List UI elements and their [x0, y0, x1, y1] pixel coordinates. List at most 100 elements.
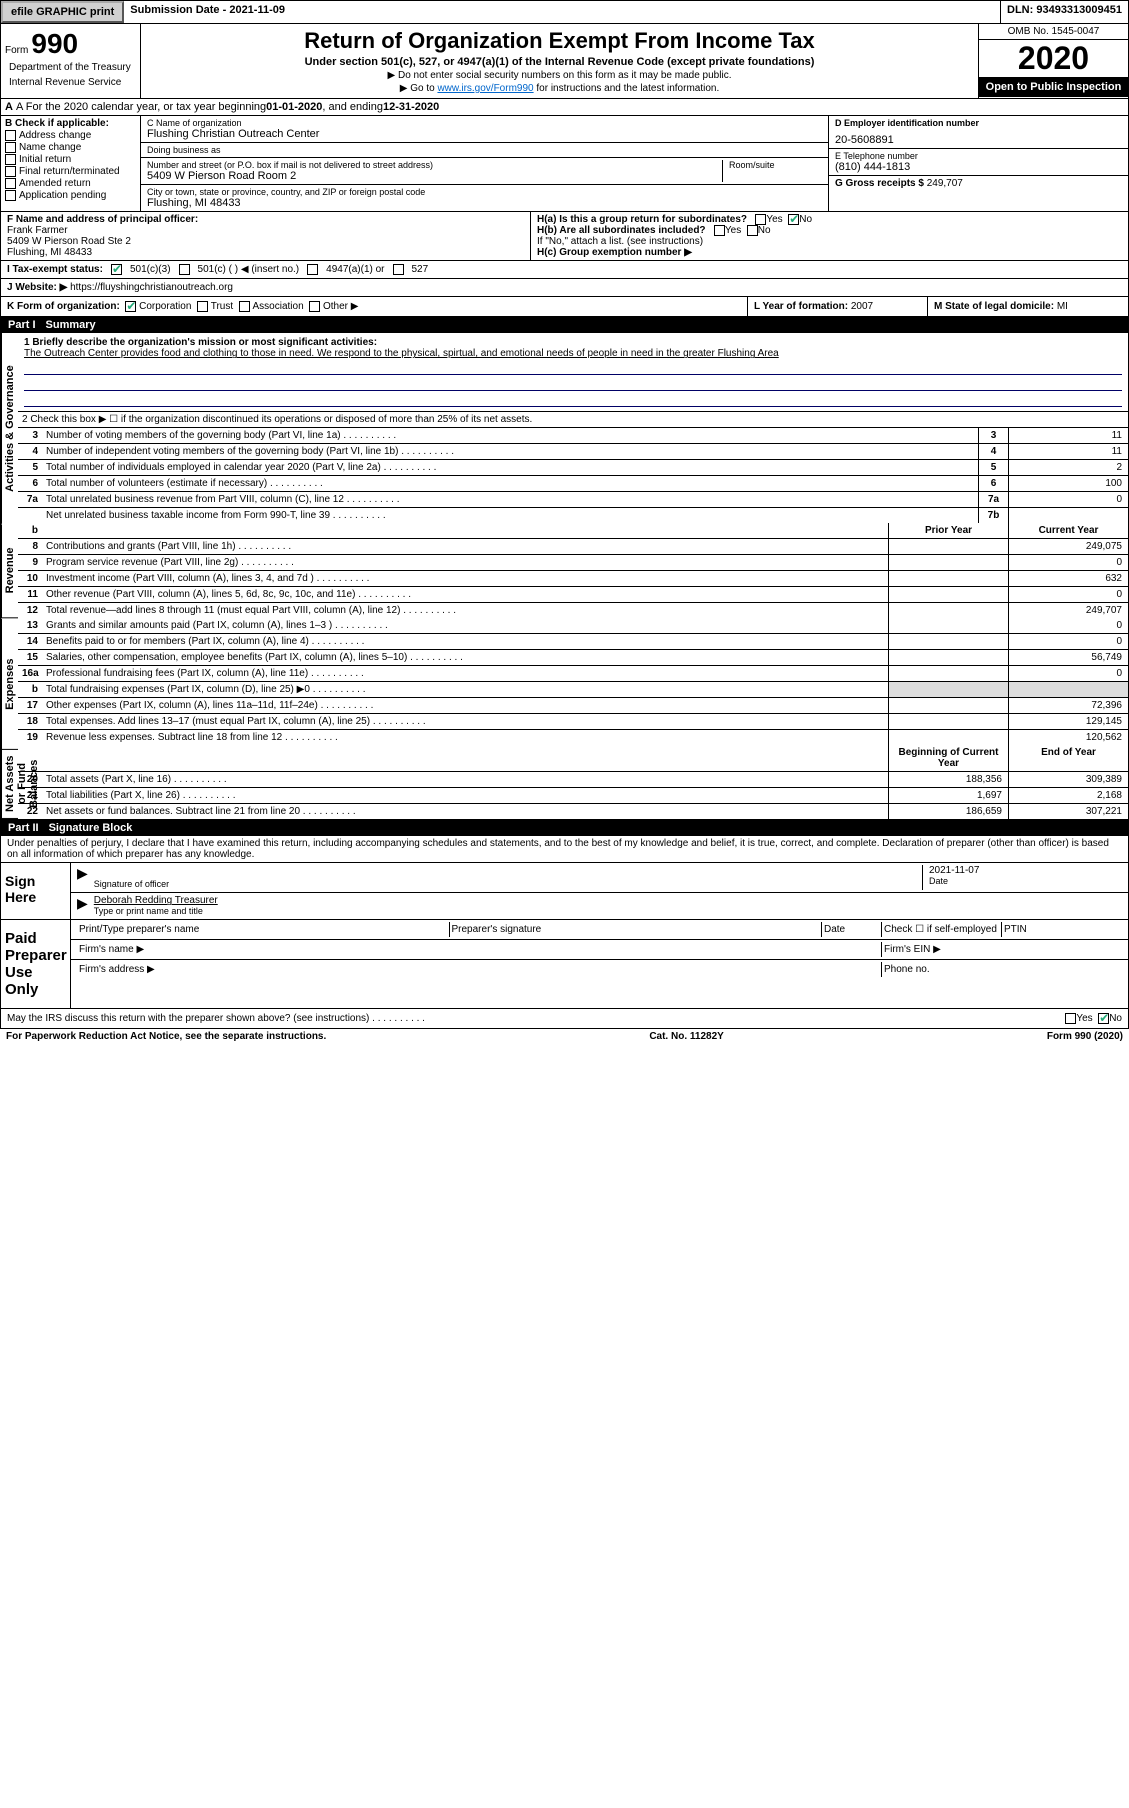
form-title: Return of Organization Exempt From Incom… — [145, 28, 974, 54]
hdr-current-year: Current Year — [1008, 523, 1128, 538]
vlabel-revenue: Revenue — [1, 524, 18, 618]
h-c: H(c) Group exemption number ▶ — [537, 247, 1122, 258]
top-bar: efile GRAPHIC print Submission Date - 20… — [0, 0, 1129, 24]
line2: 2 Check this box ▶ ☐ if the organization… — [18, 412, 1128, 428]
row-a-tax-year: A A For the 2020 calendar year, or tax y… — [0, 99, 1129, 116]
form-note-ssn: ▶ Do not enter social security numbers o… — [145, 70, 974, 81]
chk-corporation[interactable] — [125, 301, 136, 312]
discuss-no-checkbox[interactable] — [1098, 1013, 1109, 1024]
paid-preparer-block: Paid Preparer Use Only Print/Type prepar… — [1, 920, 1128, 1009]
hdr-begin-year: Beginning of Current Year — [888, 745, 1008, 771]
chk-application-pending[interactable]: Application pending — [5, 190, 136, 201]
section-g-gross: G Gross receipts $ 249,707 — [829, 176, 1128, 191]
row-l: L Year of formation: 2007 — [748, 297, 928, 316]
form-number-block: Form 990 Department of the Treasury Inte… — [1, 24, 141, 98]
dept-treasury: Department of the Treasury — [5, 60, 136, 75]
footer-mid: Cat. No. 11282Y — [649, 1031, 723, 1042]
part1-number: Part I — [8, 319, 36, 331]
section-fh: F Name and address of principal officer:… — [0, 212, 1129, 261]
section-bcdeg: B Check if applicable: Address change Na… — [0, 116, 1129, 212]
sig-name-line: ▶ Deborah Redding TreasurerType or print… — [71, 893, 1128, 919]
ha-no-checkbox[interactable] — [788, 214, 799, 225]
city-field: City or town, state or province, country… — [141, 185, 828, 211]
efile-print-button[interactable]: efile GRAPHIC print — [1, 1, 124, 23]
chk-association[interactable] — [239, 301, 250, 312]
chk-501c3[interactable] — [111, 264, 122, 275]
section-c: C Name of organization Flushing Christia… — [141, 116, 828, 211]
table-row: 14Benefits paid to or for members (Part … — [18, 634, 1128, 650]
table-row: 12Total revenue—add lines 8 through 11 (… — [18, 603, 1128, 618]
netassets-header: Beginning of Current Year End of Year — [18, 745, 1128, 772]
table-row: 7aTotal unrelated business revenue from … — [18, 492, 1128, 508]
form-label: Form — [5, 45, 28, 56]
footer-left: For Paperwork Reduction Act Notice, see … — [6, 1031, 326, 1042]
hdr-prior-year: Prior Year — [888, 523, 1008, 538]
form-header: Form 990 Department of the Treasury Inte… — [0, 24, 1129, 99]
year-block: OMB No. 1545-0047 2020 Open to Public In… — [978, 24, 1128, 98]
section-deg: D Employer identification number 20-5608… — [828, 116, 1128, 211]
vlabel-expenses: Expenses — [1, 619, 18, 750]
h-b-note: If "No," attach a list. (see instruction… — [537, 236, 1122, 247]
table-row: 17Other expenses (Part IX, column (A), l… — [18, 698, 1128, 714]
part1-body: Activities & Governance Revenue Expenses… — [0, 333, 1129, 820]
table-row: 3Number of voting members of the governi… — [18, 428, 1128, 444]
chk-final-return[interactable]: Final return/terminated — [5, 166, 136, 177]
table-row: 18Total expenses. Add lines 13–17 (must … — [18, 714, 1128, 730]
row-j-website: J Website: ▶ https://fluyshingchristiano… — [0, 279, 1129, 297]
table-row: 22Net assets or fund balances. Subtract … — [18, 804, 1128, 819]
table-row: bTotal fundraising expenses (Part IX, co… — [18, 682, 1128, 698]
irs-link[interactable]: www.irs.gov/Form990 — [437, 83, 533, 94]
chk-501c[interactable] — [179, 264, 190, 275]
vlabel-activities: Activities & Governance — [1, 333, 18, 524]
h-a: H(a) Is this a group return for subordin… — [537, 214, 1122, 225]
hb-yes-checkbox[interactable] — [714, 225, 725, 236]
chk-trust[interactable] — [197, 301, 208, 312]
table-row: 13Grants and similar amounts paid (Part … — [18, 618, 1128, 634]
discuss-yes-checkbox[interactable] — [1065, 1013, 1076, 1024]
section-b-label: B Check if applicable: — [5, 118, 136, 129]
form-title-block: Return of Organization Exempt From Incom… — [141, 24, 978, 98]
paid-preparer-label: Paid Preparer Use Only — [1, 920, 71, 1008]
sign-here-block: Sign Here ▶ Signature of officer 2021-11… — [1, 863, 1128, 920]
chk-name-change[interactable]: Name change — [5, 142, 136, 153]
sig-officer-line: ▶ Signature of officer 2021-11-07Date — [71, 863, 1128, 893]
line1-mission: 1 Briefly describe the organization's mi… — [18, 333, 1128, 412]
section-h: H(a) Is this a group return for subordin… — [531, 212, 1128, 260]
hb-no-checkbox[interactable] — [747, 225, 758, 236]
chk-527[interactable] — [393, 264, 404, 275]
preparer-name-line: Print/Type preparer's name Preparer's si… — [71, 920, 1128, 940]
dba-field: Doing business as — [141, 143, 828, 158]
table-row: 20Total assets (Part X, line 16)188,3563… — [18, 772, 1128, 788]
declaration: Under penalties of perjury, I declare th… — [1, 836, 1128, 863]
open-to-public: Open to Public Inspection — [979, 77, 1128, 97]
part2-body: Under penalties of perjury, I declare th… — [0, 836, 1129, 1029]
hdr-end-year: End of Year — [1008, 745, 1128, 771]
vlabel-netassets: Net Assets or Fund Balances — [1, 749, 18, 819]
chk-amended-return[interactable]: Amended return — [5, 178, 136, 189]
room-suite-label: Room/suite — [729, 160, 822, 170]
chk-4947[interactable] — [307, 264, 318, 275]
part2-title: Signature Block — [49, 822, 133, 834]
chk-initial-return[interactable]: Initial return — [5, 154, 136, 165]
part1-header: Part I Summary — [0, 317, 1129, 333]
section-b: B Check if applicable: Address change Na… — [1, 116, 141, 211]
chk-other[interactable] — [309, 301, 320, 312]
dln: DLN: 93493313009451 — [1000, 1, 1128, 23]
discuss-row: May the IRS discuss this return with the… — [1, 1009, 1128, 1028]
chk-address-change[interactable]: Address change — [5, 130, 136, 141]
omb-number: OMB No. 1545-0047 — [979, 24, 1128, 40]
sign-here-label: Sign Here — [1, 863, 71, 919]
table-row: Net unrelated business taxable income fr… — [18, 508, 1128, 523]
table-row: 4Number of independent voting members of… — [18, 444, 1128, 460]
table-row: 8Contributions and grants (Part VIII, li… — [18, 539, 1128, 555]
table-row: 10Investment income (Part VIII, column (… — [18, 571, 1128, 587]
address-field: Number and street (or P.O. box if mail i… — [141, 158, 828, 185]
ha-yes-checkbox[interactable] — [755, 214, 766, 225]
table-row: 21Total liabilities (Part X, line 26)1,6… — [18, 788, 1128, 804]
section-f: F Name and address of principal officer:… — [1, 212, 531, 260]
table-row: 19Revenue less expenses. Subtract line 1… — [18, 730, 1128, 745]
table-row: 15Salaries, other compensation, employee… — [18, 650, 1128, 666]
h-b: H(b) Are all subordinates included? Yes … — [537, 225, 1122, 236]
org-name-field: C Name of organization Flushing Christia… — [141, 116, 828, 143]
table-row: 16aProfessional fundraising fees (Part I… — [18, 666, 1128, 682]
